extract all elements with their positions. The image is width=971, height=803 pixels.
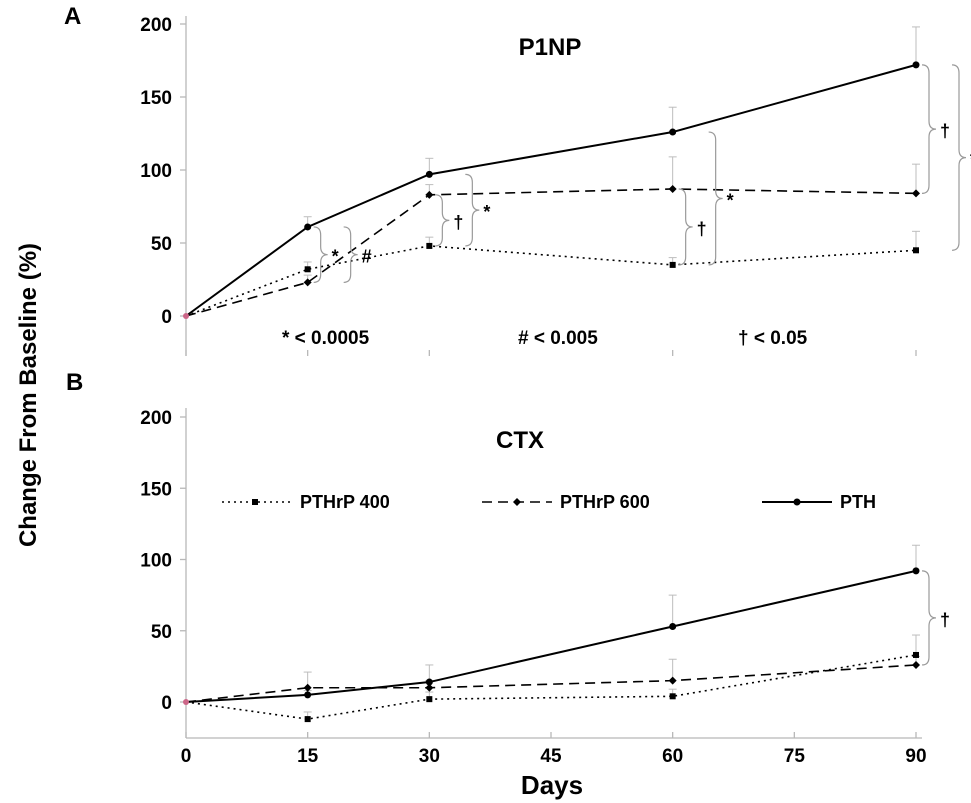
panel-b-point-pthrp600 [912, 660, 920, 669]
panel-a-point-pthrp600 [912, 189, 920, 198]
panel-a-y-tick-label: 50 [151, 234, 172, 255]
panel-a-y-tick-label: 0 [161, 307, 172, 328]
footnote-star: * < 0.0005 [282, 328, 370, 349]
panel-a-significance-symbol: † [453, 212, 463, 232]
panel-a-point-pthrp600 [303, 278, 312, 287]
footnote-dagger: † < 0.05 [738, 328, 808, 349]
panel-b-point-pthrp600 [303, 683, 312, 692]
panel-a-significance-brace [708, 131, 723, 266]
panel-a-significance-brace [951, 64, 967, 251]
panel-b-x-tick-label: 75 [784, 746, 806, 767]
panel-a-point-pthrp600 [668, 184, 677, 193]
panel-a-significance-symbol: † [697, 219, 707, 239]
panel-a-significance-symbol: * [727, 190, 734, 210]
panel-b-x-tick-label: 45 [540, 746, 562, 767]
panel-a-point-pthrp600 [425, 190, 434, 199]
panel-b-significance-symbol: † [940, 610, 950, 630]
panel-a-significance-symbol: # [362, 247, 372, 267]
panel-a-y-tick-label: 150 [140, 88, 172, 109]
panel-a-significance-symbol: * [483, 202, 490, 222]
panel-b-x-tick-label: 60 [662, 746, 683, 767]
panel-a-significance-symbol: * [332, 247, 339, 267]
panel-a-line-pthrp400 [185, 245, 917, 317]
panel-a-significance-brace [921, 64, 937, 194]
legend-pthrp600-label: PTHrP 600 [560, 492, 650, 512]
panel-b-y-tick-label: 50 [151, 622, 172, 643]
panel-a-point-pth [304, 223, 312, 231]
panel-b-point-pth [669, 622, 677, 630]
panel-b-significance-brace [921, 570, 937, 666]
panel-b-line-pth [185, 569, 917, 703]
panel-a-point-pthrp400 [304, 266, 311, 273]
panel-b-point-pth [912, 567, 920, 575]
legend-pthrp600-marker [513, 498, 521, 506]
panel-a-y-tick-label: 100 [140, 161, 172, 182]
panel-b-point-pthrp400 [669, 693, 676, 700]
panel-a-significance-brace [678, 188, 693, 266]
panel-b-x-tick-label: 30 [419, 746, 440, 767]
panel-b-x-tick-label: 90 [905, 746, 926, 767]
panel-a-significance-brace [343, 226, 358, 284]
panel-b-point-pthrp400 [304, 716, 311, 723]
panel-b-y-tick-label: 100 [140, 551, 172, 572]
legend-pthrp400-marker [252, 499, 258, 505]
panel-a-point-pth [912, 61, 920, 69]
panel-a-line-pthrp600 [185, 188, 917, 317]
footnote-hash: # < 0.005 [518, 328, 598, 349]
panel-a-point-pth [669, 128, 677, 136]
panel-a-letter: A [64, 3, 81, 30]
panel-a-significance-brace [313, 226, 328, 284]
panel-b-point-pthrp400 [426, 696, 433, 703]
legend-pth-label: PTH [840, 492, 876, 512]
panel-b-y-tick-label: 0 [161, 693, 172, 714]
panel-b-point-pth [425, 678, 433, 686]
panel-a-y-tick-label: 200 [140, 15, 172, 36]
panel-b-point-pthrp400 [913, 651, 919, 658]
panel-b-letter: B [66, 369, 83, 396]
panel-a-significance-brace [435, 194, 450, 247]
panel-b-title: CTX [496, 427, 544, 454]
x-axis-label: Days [521, 770, 583, 800]
panel-b-point-pthrp600 [425, 683, 434, 692]
panel-b-x-tick-label: 0 [181, 746, 192, 767]
panel-b-plot: 0 50 100 150 200 0 15 30 45 60 75 90 † [140, 408, 950, 767]
panel-a-line-pth [185, 63, 917, 317]
panel-a-point-pth [425, 170, 433, 178]
panel-b-point-pthrp600 [668, 676, 677, 685]
legend-pthrp400-label: PTHrP 400 [300, 492, 390, 512]
panel-a-origin-point [183, 313, 189, 319]
panel-b-line-pthrp400 [185, 654, 917, 720]
panel-a-significance-symbol: † [940, 121, 950, 141]
panel-a-significance-brace [465, 173, 480, 247]
panel-b-origin-point [183, 699, 189, 705]
panel-a-title: P1NP [519, 34, 582, 61]
panel-a-point-pthrp400 [426, 242, 433, 249]
legend-pth-marker [793, 498, 801, 506]
panel-b-y-tick-label: 200 [140, 408, 172, 429]
panel-a-point-pthrp400 [669, 261, 676, 268]
panel-b-point-pth [304, 691, 312, 699]
panel-a-point-pthrp400 [913, 247, 919, 254]
legend: PTHrP 400 PTHrP 600 PTH [222, 492, 876, 512]
y-axis-label: Change From Baseline (%) [15, 243, 42, 547]
panel-b-y-tick-label: 150 [140, 479, 172, 500]
panel-b-x-tick-label: 15 [297, 746, 319, 767]
